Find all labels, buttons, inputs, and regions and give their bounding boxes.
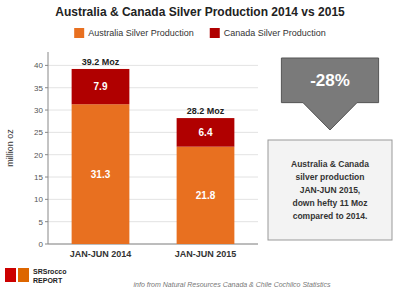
- footer: info from Natural Resources Canada & Chi…: [134, 281, 331, 288]
- data-label: 31.3: [91, 169, 111, 180]
- axis-title: million oz: [5, 129, 15, 167]
- annotation-box: [268, 140, 392, 240]
- page: {"chart_data": {"type": "bar", "title": …: [0, 0, 400, 292]
- bar: [72, 69, 130, 104]
- logo-text: REPORT: [33, 277, 63, 284]
- axis-line: [48, 52, 49, 244]
- tick-label: 40: [34, 61, 43, 70]
- tick-label: 5: [39, 218, 44, 227]
- legend-swatch: [74, 28, 84, 38]
- logo: SRSrocco REPORT: [5, 268, 66, 284]
- annotation-line: silver production: [296, 172, 365, 182]
- tick-label: 20: [34, 151, 43, 160]
- legend-label: Australia Silver Production: [88, 28, 194, 38]
- legend-item: Australia Silver Production: [74, 28, 194, 38]
- tick-label: 35: [34, 84, 43, 93]
- data-label: 7.9: [94, 81, 108, 92]
- annotation: -28%: [310, 71, 350, 90]
- bar: [177, 118, 235, 147]
- bar: [72, 104, 130, 244]
- legend-swatch: [210, 28, 220, 38]
- annotation-line: down hefty 11 Moz: [292, 198, 367, 208]
- tick-label: JAN-JUN 2015: [175, 249, 237, 259]
- y-axis: 0 5 10 15 20 25 30 35 40: [34, 52, 258, 249]
- arrow: [281, 58, 378, 130]
- bars: [72, 69, 235, 244]
- tick-label: 25: [34, 128, 43, 137]
- tick-label: 15: [34, 173, 43, 182]
- legend-label: Canada Silver Production: [224, 28, 326, 38]
- chart: Australia & Canada Silver Production 201…: [0, 0, 400, 292]
- annotation: Australia & Canada silver production JAN-J…: [291, 159, 369, 221]
- title: Australia & Canada Silver Production 201…: [55, 5, 345, 19]
- logo-text: SRSrocco: [33, 268, 66, 275]
- tick-label: 0: [39, 240, 44, 249]
- logo-square: [5, 268, 16, 282]
- tick-label: 10: [34, 195, 43, 204]
- total-label: 39.2 Moz: [82, 57, 120, 67]
- annotation-line: JAN-JUN 2015,: [300, 185, 360, 195]
- data-labels: 31.3 7.9 39.2 Moz 21.8 6.4 28.2 Moz: [82, 57, 225, 201]
- bar: [177, 147, 235, 244]
- annotation-line: compared to 2014.: [293, 211, 368, 221]
- legend-item: Canada Silver Production: [210, 28, 326, 38]
- annotation-line: Australia & Canada: [291, 159, 369, 169]
- logo-square: [18, 268, 29, 282]
- legend: Australia Silver Production Canada Silver…: [74, 28, 326, 38]
- data-label: 21.8: [196, 190, 216, 201]
- total-label: 28.2 Moz: [187, 106, 225, 116]
- grid-line: [48, 65, 258, 66]
- data-label: 6.4: [199, 127, 213, 138]
- tick-label: JAN-JUN 2014: [70, 249, 132, 259]
- tick-label: 30: [34, 106, 43, 115]
